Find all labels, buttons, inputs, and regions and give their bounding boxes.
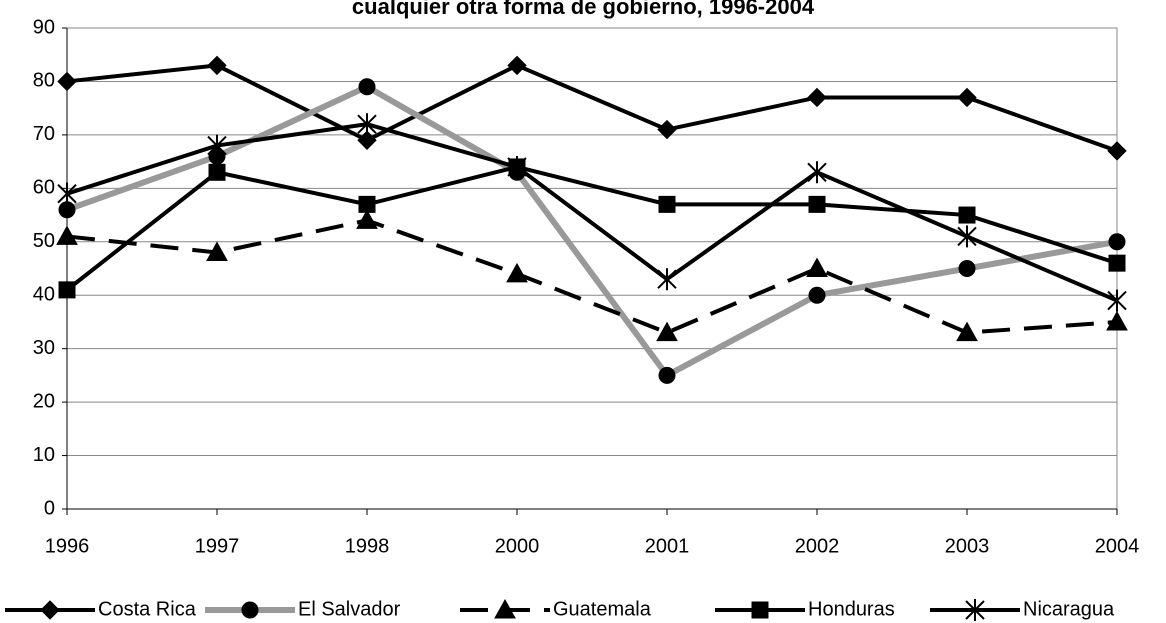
marker xyxy=(806,257,828,277)
series-line xyxy=(66,218,1118,335)
y-tick-label: 50 xyxy=(33,230,55,252)
marker xyxy=(357,113,377,136)
legend-item: Costa Rica xyxy=(5,598,197,620)
y-tick-label: 90 xyxy=(33,16,55,38)
marker xyxy=(957,225,977,248)
marker xyxy=(357,130,377,150)
marker xyxy=(657,268,677,291)
series xyxy=(57,55,1127,161)
marker xyxy=(358,195,376,213)
legend-label: El Salvador xyxy=(298,598,401,620)
marker xyxy=(808,195,826,213)
marker xyxy=(56,225,78,245)
y-tick-label: 20 xyxy=(33,390,55,412)
marker xyxy=(207,134,227,157)
marker xyxy=(356,209,378,229)
marker xyxy=(1108,254,1126,272)
series-line xyxy=(66,122,1118,303)
x-tick-label: 1997 xyxy=(195,535,240,557)
marker xyxy=(1107,141,1127,161)
x-tick-label: 2001 xyxy=(645,535,690,557)
marker xyxy=(207,55,227,76)
legend-label: Nicaragua xyxy=(1023,598,1115,620)
marker xyxy=(658,366,676,384)
marker xyxy=(958,206,976,224)
chart-title: cualquier otra forma de gobierno, 1996-2… xyxy=(352,0,815,19)
legend-item: Guatemala xyxy=(460,598,652,620)
y-tick-label: 80 xyxy=(33,70,55,92)
legend-item: Nicaragua xyxy=(930,598,1115,621)
marker xyxy=(807,87,827,108)
marker xyxy=(958,260,976,277)
marker xyxy=(657,119,677,140)
marker xyxy=(206,241,228,261)
marker xyxy=(965,599,985,621)
y-tick-label: 30 xyxy=(33,337,55,359)
legend-item: El Salvador xyxy=(205,598,401,620)
x-tick-label: 1996 xyxy=(45,535,90,557)
x-tick-label: 2004 xyxy=(1095,535,1140,557)
y-tick-label: 10 xyxy=(33,444,55,466)
marker xyxy=(494,598,516,619)
marker xyxy=(507,155,527,178)
series xyxy=(56,209,1128,342)
y-tick-label: 60 xyxy=(33,177,55,199)
marker xyxy=(656,321,678,342)
marker xyxy=(808,286,826,304)
marker xyxy=(507,55,527,76)
marker xyxy=(241,601,259,619)
series-line xyxy=(66,63,1118,153)
legend-label: Honduras xyxy=(808,598,895,620)
marker xyxy=(956,321,978,342)
marker xyxy=(208,163,226,181)
legend-label: Costa Rica xyxy=(98,598,197,620)
x-tick-label: 1998 xyxy=(345,535,390,557)
marker xyxy=(57,182,77,205)
marker xyxy=(1106,310,1128,331)
marker xyxy=(57,71,77,92)
y-tick-label: 40 xyxy=(33,284,55,306)
series xyxy=(58,78,1126,384)
series-line xyxy=(65,164,1118,292)
series xyxy=(57,113,1127,312)
marker xyxy=(40,600,60,620)
y-tick-label: 70 xyxy=(33,123,55,145)
x-tick-label: 2000 xyxy=(495,535,540,557)
legend-item: Honduras xyxy=(715,598,895,620)
series-line xyxy=(65,83,1118,380)
marker xyxy=(358,78,376,96)
x-tick-label: 2002 xyxy=(795,535,840,557)
marker xyxy=(58,281,76,299)
marker xyxy=(807,161,827,184)
marker xyxy=(1108,233,1126,251)
marker xyxy=(1107,289,1127,312)
y-tick-label: 0 xyxy=(44,497,55,519)
legend-label: Guatemala xyxy=(553,598,652,620)
marker xyxy=(506,262,528,283)
marker xyxy=(957,87,977,108)
marker xyxy=(658,195,676,213)
marker xyxy=(751,601,769,619)
x-tick-label: 2003 xyxy=(945,535,990,557)
